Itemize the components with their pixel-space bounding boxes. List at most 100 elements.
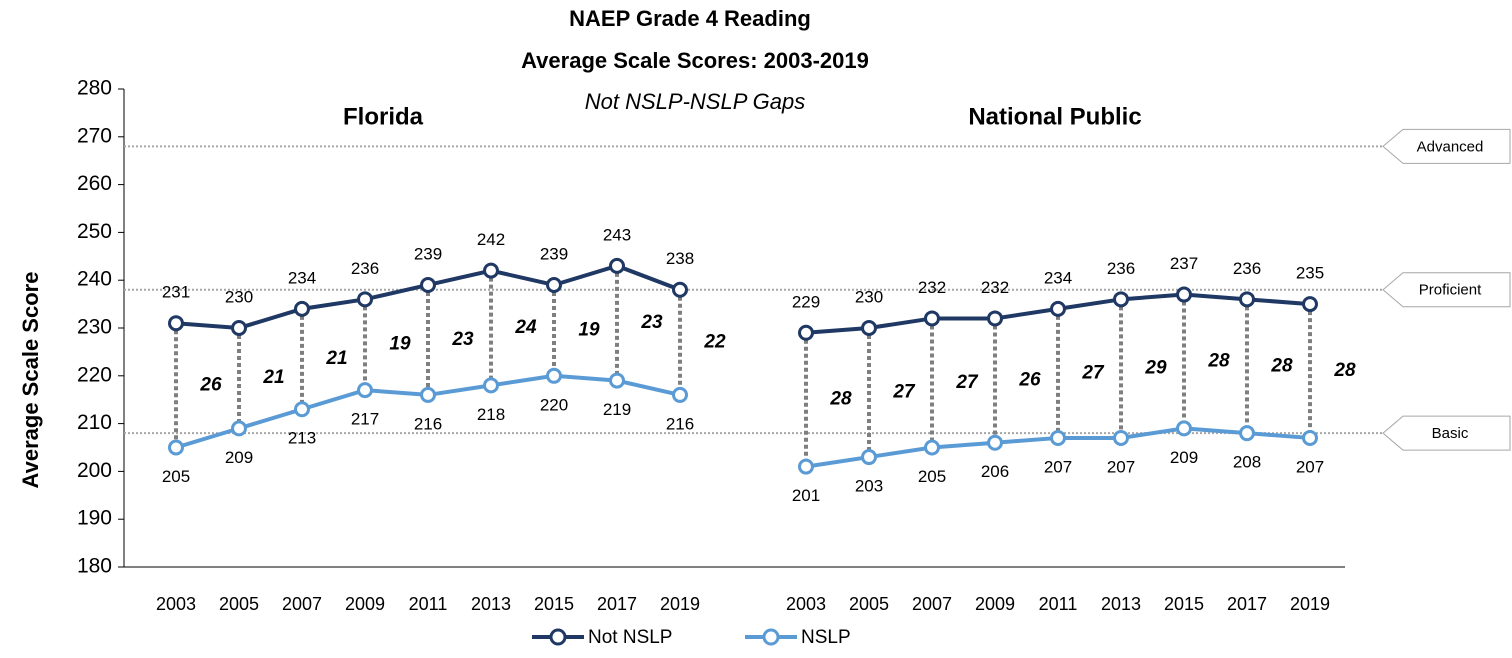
x-tick-label: 2005 [219,594,259,614]
x-tick-label: 2019 [1290,594,1330,614]
x-tick-label: 2019 [660,594,700,614]
marker [546,367,562,384]
marker [609,257,625,274]
gap-label: 27 [955,372,979,393]
y-axis-label: Average Scale Score [18,272,43,489]
marker [483,377,499,394]
data-label: 238 [666,249,694,268]
reference-callout [1382,128,1511,164]
marker [1050,300,1066,317]
gap-label: 19 [578,319,600,340]
reference-callout [1382,415,1511,451]
data-label: 236 [1233,259,1261,278]
x-tick-label: 2015 [534,594,574,614]
chart-subtitle: Average Scale Scores: 2003-2019 [521,48,869,73]
y-tick-label: 240 [77,268,112,291]
marker [294,401,310,418]
data-label: 216 [414,414,442,433]
x-tick-label: 2003 [156,594,196,614]
data-label: 231 [162,283,190,302]
x-tick-label: 2011 [409,594,448,614]
marker [231,320,247,336]
gap-label: 27 [892,382,916,403]
gap-label: 23 [451,329,474,350]
x-tick-label: 2007 [912,594,952,614]
marker [609,372,625,389]
annotation: Not NSLP-NSLP Gaps [585,89,806,114]
marker [483,262,499,279]
marker [798,458,814,475]
reference-callout [1382,272,1511,308]
gap-label: 21 [325,348,347,369]
marker [672,386,688,403]
marker [1176,286,1192,303]
marker [987,434,1003,451]
legend-marker [762,628,780,646]
data-label: 205 [162,467,190,486]
data-label: 205 [918,467,946,486]
x-tick-label: 2013 [471,594,511,614]
marker [672,281,688,298]
marker [357,382,373,399]
marker [1113,429,1129,446]
data-label: 237 [1170,254,1198,273]
data-label: 236 [351,259,379,278]
marker [231,420,247,437]
x-tick-label: 2011 [1039,594,1078,614]
gap-label: 28 [1333,360,1356,381]
data-label: 230 [855,287,883,306]
x-tick-label: 2003 [786,594,826,614]
y-tick-label: 280 [77,77,112,100]
marker [861,449,877,466]
data-label: 218 [477,405,505,424]
marker [546,276,562,293]
marker [357,291,373,308]
x-tick-label: 2005 [849,594,889,614]
data-label: 242 [477,230,505,249]
legend-label: Not NSLP [588,627,672,648]
marker [798,324,814,341]
data-label: 239 [540,244,568,263]
y-tick-label: 260 [77,172,112,195]
reference-label: Basic [1432,425,1469,442]
gap-label: 23 [640,312,663,333]
gap-label: 24 [514,317,537,338]
data-label: 239 [414,244,442,263]
data-label: 209 [1170,448,1198,467]
data-label: 236 [1107,259,1135,278]
data-label: 209 [225,448,253,467]
data-label: 234 [1044,268,1072,287]
marker [1050,429,1066,446]
data-label: 203 [855,477,883,496]
y-tick-label: 190 [77,507,112,530]
data-label: 201 [792,486,820,505]
marker [294,300,310,317]
y-tick-label: 180 [77,555,112,578]
gap-label: 27 [1081,362,1105,383]
data-label: 232 [918,278,946,297]
gap-label: 29 [1144,358,1167,379]
gap-label: 26 [1018,370,1041,391]
marker [168,439,184,456]
data-label: 243 [603,225,631,244]
marker [1176,420,1192,437]
data-label: 217 [351,410,379,429]
data-label: 229 [792,292,820,311]
data-label: 219 [603,400,631,419]
data-label: 232 [981,278,1009,297]
x-tick-label: 2017 [597,594,637,614]
gap-label: 21 [262,367,284,388]
marker [1239,291,1255,308]
data-label: 220 [540,395,568,414]
marker [420,276,436,293]
panel-label: Florida [343,103,424,130]
reference-label: Proficient [1419,282,1482,299]
data-label: 207 [1107,457,1135,476]
data-label: 234 [288,268,316,287]
y-tick-label: 220 [77,363,112,386]
y-tick-label: 200 [77,459,112,482]
gap-label: 19 [389,334,411,355]
marker [861,320,877,336]
x-tick-label: 2017 [1227,594,1267,614]
